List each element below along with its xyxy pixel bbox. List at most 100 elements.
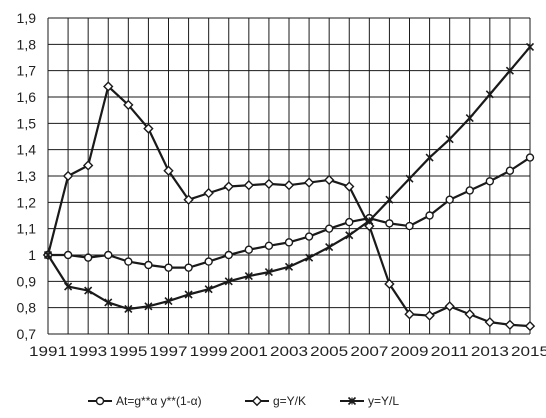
x-tick-label: 1993 bbox=[69, 343, 107, 359]
data-point bbox=[244, 245, 254, 254]
x-tick-label: 1999 bbox=[190, 343, 228, 359]
data-point bbox=[385, 219, 394, 228]
x-tick-label: 2001 bbox=[230, 343, 268, 359]
y-tick-label: 0,7 bbox=[17, 326, 37, 342]
y-tick-label: 1,6 bbox=[17, 89, 37, 105]
chart-grid bbox=[47, 17, 531, 335]
y-tick-label: 1,9 bbox=[17, 10, 37, 26]
data-point bbox=[525, 42, 535, 52]
data-point bbox=[505, 166, 515, 175]
data-point bbox=[345, 217, 354, 227]
y-tick-label: 1,8 bbox=[17, 36, 37, 52]
data-point bbox=[303, 177, 315, 188]
data-point bbox=[425, 211, 434, 220]
data-point bbox=[264, 241, 274, 250]
data-point bbox=[404, 309, 415, 320]
series-circle bbox=[43, 153, 535, 272]
data-point bbox=[345, 231, 354, 240]
x-tick-label: 2007 bbox=[350, 343, 388, 359]
data-point bbox=[384, 278, 395, 290]
x-tick-label: 1997 bbox=[150, 343, 188, 359]
x-tick-label: 2015 bbox=[511, 343, 546, 359]
data-point bbox=[325, 243, 334, 252]
data-point bbox=[224, 250, 233, 260]
data-point bbox=[43, 250, 53, 260]
data-point bbox=[144, 302, 153, 311]
data-point bbox=[244, 272, 253, 281]
data-point bbox=[484, 316, 496, 328]
data-point bbox=[223, 181, 234, 192]
series-diamond bbox=[42, 81, 536, 332]
data-point bbox=[124, 257, 133, 266]
data-point bbox=[385, 195, 394, 204]
data-point bbox=[323, 174, 335, 186]
data-point bbox=[505, 66, 514, 75]
data-point bbox=[444, 301, 455, 312]
legend-label: g=Y/K bbox=[273, 394, 306, 408]
data-point bbox=[445, 195, 454, 204]
data-point bbox=[204, 285, 213, 294]
y-tick-label: 1,4 bbox=[17, 142, 37, 158]
y-tick-label: 0,9 bbox=[17, 273, 37, 289]
data-point bbox=[525, 153, 535, 162]
y-tick-label: 1,2 bbox=[17, 194, 37, 210]
data-point bbox=[524, 320, 536, 332]
y-tick-label: 1,1 bbox=[17, 221, 37, 237]
data-point bbox=[304, 232, 314, 241]
data-point bbox=[504, 319, 516, 330]
legend-marker bbox=[347, 396, 357, 406]
chart-series bbox=[42, 42, 536, 332]
legend-label: At=g**α y**(1-α) bbox=[116, 394, 202, 408]
x-tick-label: 2013 bbox=[471, 343, 509, 359]
data-point bbox=[83, 253, 93, 262]
data-point bbox=[264, 268, 273, 277]
legend-entry: y=Y/L bbox=[340, 394, 399, 408]
data-point bbox=[365, 216, 374, 225]
x-tick-label: 2011 bbox=[431, 343, 469, 359]
data-point bbox=[164, 297, 173, 306]
data-point bbox=[263, 178, 275, 190]
series-x bbox=[43, 42, 535, 314]
data-point bbox=[124, 304, 133, 314]
data-point bbox=[405, 174, 414, 183]
legend-entry: At=g**α y**(1-α) bbox=[88, 394, 202, 408]
data-point bbox=[283, 180, 295, 191]
data-point bbox=[284, 238, 294, 247]
x-tick-label: 1995 bbox=[109, 343, 147, 359]
data-point bbox=[465, 186, 474, 195]
x-tick-label: 2009 bbox=[391, 343, 429, 359]
data-point bbox=[425, 153, 434, 162]
legend-label: y=Y/L bbox=[368, 394, 399, 408]
y-tick-label: 1,3 bbox=[17, 168, 37, 184]
data-point bbox=[143, 123, 154, 134]
chart-legend: At=g**α y**(1-α) g=Y/K y=Y/L bbox=[88, 394, 399, 408]
x-tick-label: 1991 bbox=[29, 343, 67, 359]
data-point bbox=[104, 298, 113, 307]
x-tick-label: 2003 bbox=[270, 343, 308, 359]
data-point bbox=[485, 177, 495, 186]
data-point bbox=[144, 260, 153, 270]
data-point bbox=[284, 262, 294, 271]
legend-entry: g=Y/K bbox=[245, 394, 306, 408]
data-point bbox=[184, 263, 193, 272]
data-point bbox=[243, 180, 255, 191]
data-point bbox=[305, 253, 314, 262]
data-point bbox=[465, 114, 474, 123]
data-point bbox=[104, 250, 113, 260]
data-point bbox=[183, 194, 194, 205]
data-point bbox=[324, 224, 334, 233]
data-point bbox=[163, 165, 174, 176]
data-point bbox=[424, 310, 435, 321]
data-point bbox=[62, 170, 74, 182]
legend-marker bbox=[251, 395, 263, 407]
y-tick-label: 1,7 bbox=[17, 63, 37, 79]
data-point bbox=[64, 282, 73, 291]
data-point bbox=[203, 187, 214, 199]
legend-marker bbox=[95, 396, 105, 406]
data-point bbox=[485, 90, 494, 99]
data-point bbox=[82, 160, 94, 171]
y-tick-label: 0,8 bbox=[17, 300, 37, 316]
y-tick-label: 1 bbox=[28, 247, 36, 263]
data-point bbox=[84, 286, 93, 295]
